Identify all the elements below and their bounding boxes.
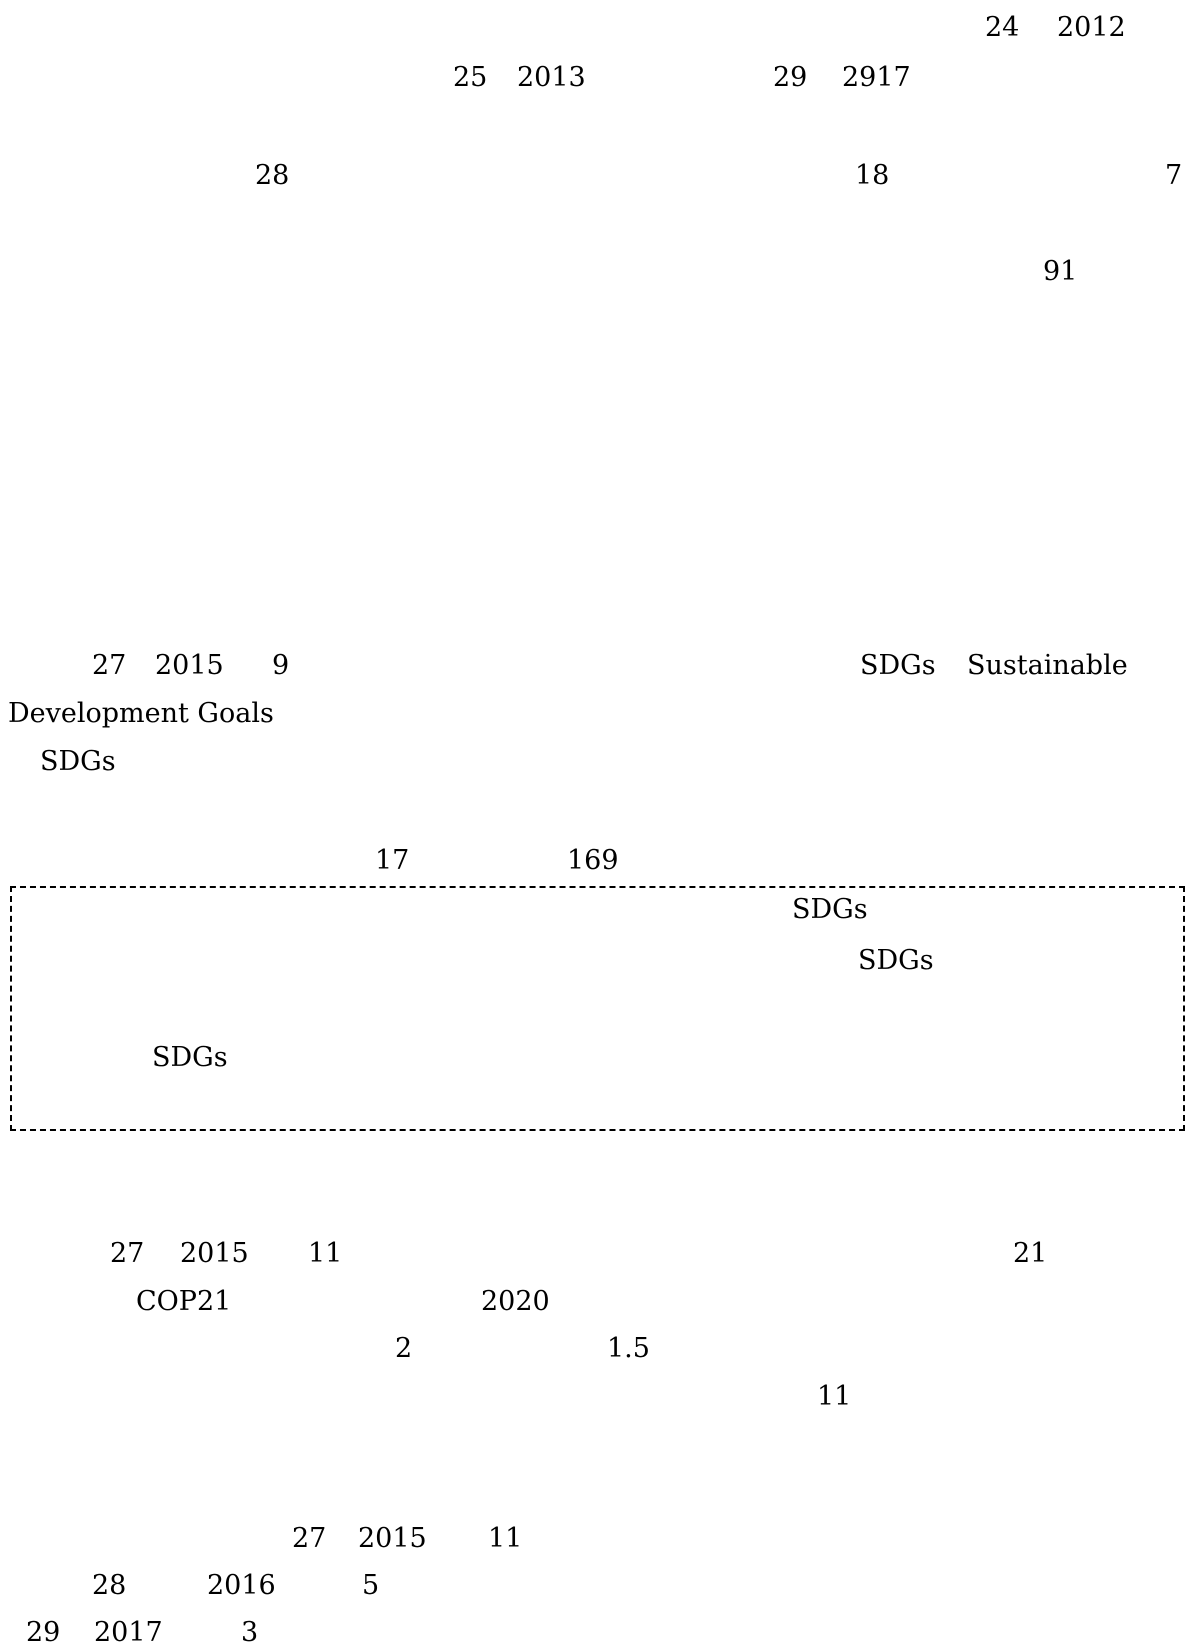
text-fragment: 91 bbox=[1043, 256, 1078, 287]
text-fragment: 2 bbox=[395, 1333, 413, 1364]
text-fragment: SDGs bbox=[860, 650, 936, 681]
box-text: SDGs bbox=[792, 894, 868, 925]
text-fragment: 1.5 bbox=[607, 1333, 650, 1364]
text-fragment: 11 bbox=[488, 1523, 523, 1554]
text-fragment: 2917 bbox=[842, 62, 911, 93]
text-fragment: 11 bbox=[308, 1238, 343, 1269]
text-fragment: 2012 bbox=[1057, 12, 1126, 43]
text-fragment: COP21 bbox=[136, 1286, 232, 1317]
text-fragment: 2016 bbox=[207, 1570, 276, 1601]
text-fragment: 28 bbox=[255, 160, 290, 191]
text-fragment: 27 bbox=[292, 1523, 327, 1554]
text-fragment: 17 bbox=[375, 845, 410, 876]
text-fragment: 169 bbox=[567, 845, 619, 876]
text-fragment: Sustainable bbox=[967, 650, 1128, 681]
text-fragment: 9 bbox=[272, 650, 290, 681]
text-fragment: 3 bbox=[241, 1617, 259, 1648]
text-fragment: 24 bbox=[985, 12, 1020, 43]
text-fragment: 21 bbox=[1013, 1238, 1048, 1269]
text-fragment: 2013 bbox=[517, 62, 586, 93]
text-fragment: 7 bbox=[1165, 160, 1183, 191]
text-fragment: Development Goals bbox=[8, 698, 274, 729]
box-text: SDGs bbox=[858, 945, 934, 976]
box-text: SDGs bbox=[152, 1042, 228, 1073]
text-fragment: 2020 bbox=[481, 1286, 550, 1317]
text-fragment: 27 bbox=[110, 1238, 145, 1269]
text-fragment: 5 bbox=[362, 1570, 380, 1601]
text-fragment: 2015 bbox=[180, 1238, 249, 1269]
text-fragment: SDGs bbox=[40, 746, 116, 777]
text-fragment: 28 bbox=[92, 1570, 127, 1601]
text-fragment: 29 bbox=[773, 62, 808, 93]
text-fragment: 11 bbox=[817, 1381, 852, 1412]
text-fragment: 2017 bbox=[94, 1617, 163, 1648]
dashed-note-box bbox=[10, 886, 1185, 1131]
text-fragment: 18 bbox=[855, 160, 890, 191]
text-fragment: 2015 bbox=[358, 1523, 427, 1554]
text-fragment: 2015 bbox=[155, 650, 224, 681]
text-fragment: 29 bbox=[26, 1617, 61, 1648]
text-fragment: 27 bbox=[92, 650, 127, 681]
text-fragment: 25 bbox=[453, 62, 488, 93]
